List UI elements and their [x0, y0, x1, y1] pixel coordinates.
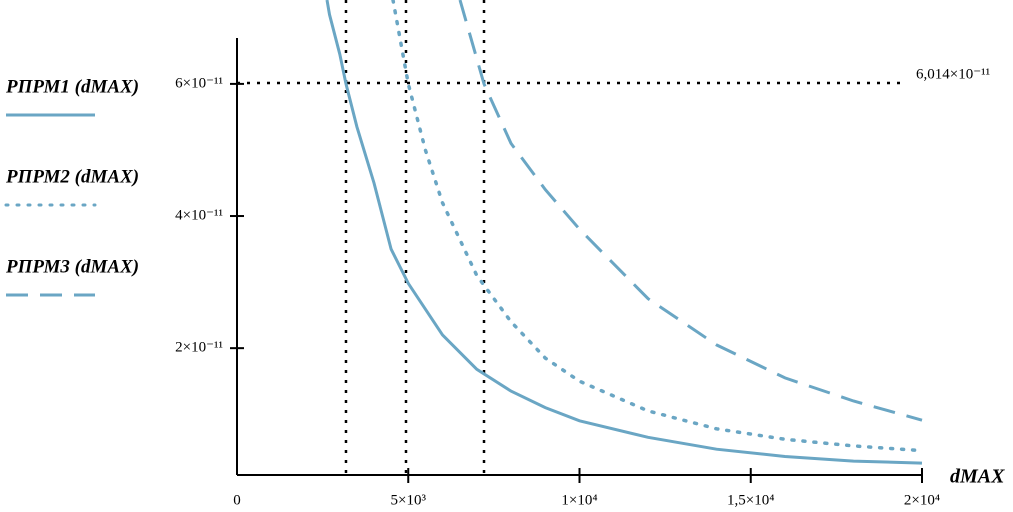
- x-tick-label: 1×10⁴: [561, 492, 597, 508]
- legend-label: PПРМ3 (dMAX): [5, 256, 139, 277]
- x-tick-label: 0: [233, 492, 241, 508]
- y-tick-label: 4×10⁻¹¹: [175, 207, 223, 223]
- x-axis-label: dMAX: [950, 466, 1005, 488]
- reference-label: 6,014×10⁻¹¹: [916, 66, 990, 82]
- y-tick-label: 6×10⁻¹¹: [175, 75, 223, 91]
- legend-label: PПРМ2 (dMAX): [5, 166, 139, 187]
- x-tick-label: 5×10³: [391, 492, 427, 508]
- x-tick-label: 1,5×10⁴: [727, 492, 774, 508]
- series-line: [391, 0, 924, 453]
- series-line: [325, 0, 923, 465]
- x-tick-label: 2×10⁴: [904, 492, 940, 508]
- series-line: [458, 0, 923, 422]
- legend-label: PПРМ1 (dMAX): [5, 76, 139, 97]
- y-tick-label: 2×10⁻¹¹: [175, 340, 223, 356]
